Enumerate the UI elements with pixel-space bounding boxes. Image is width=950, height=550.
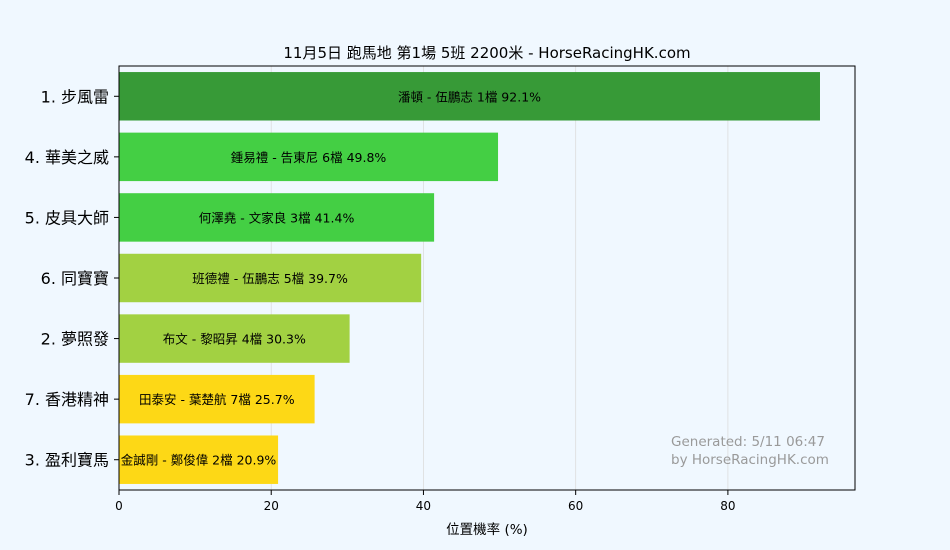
- bar: [119, 193, 435, 242]
- bar-data-label: 布文 - 黎昭昇 4檔 30.3%: [163, 332, 306, 347]
- y-tick-label: 7. 香港精神: [25, 390, 109, 409]
- bar-data-label: 潘頓 - 伍鵬志 1檔 92.1%: [398, 89, 541, 104]
- bar: [119, 435, 279, 484]
- bars: [119, 72, 820, 484]
- axis-ticks: 0 20 40 60 80: [114, 95, 736, 513]
- bar-data-label: 鍾易禮 - 告東尼 6檔 49.8%: [231, 150, 387, 165]
- bar: [119, 253, 422, 303]
- y-tick-label: 1. 步風雷: [41, 87, 109, 106]
- bar-data-label: 金誠剛 - 鄭俊偉 2檔 20.9%: [121, 453, 277, 468]
- y-tick-label: 5. 皮具大師: [25, 208, 109, 227]
- bar: [119, 72, 820, 121]
- chart-title: 11月5日 跑馬地 第1場 5班 2200米 - HorseRacingHK.c…: [283, 44, 690, 62]
- bar: [119, 132, 499, 182]
- bar-data-label: 田泰安 - 葉楚航 7檔 25.7%: [139, 392, 295, 407]
- y-tick-label: 2. 夢照發: [41, 330, 109, 349]
- y-tick-label: 4. 華美之威: [25, 148, 109, 167]
- bar: [119, 374, 315, 424]
- bar: [119, 314, 350, 363]
- watermark-line-1: Generated: 5/11 06:47: [671, 434, 825, 450]
- bar-data-label: 何澤堯 - 文家良 3檔 41.4%: [199, 210, 355, 225]
- watermark-line-2: by HorseRacingHK.com: [671, 452, 829, 468]
- x-tick-label: 80: [720, 499, 735, 513]
- y-tick-label: 3. 盈利寶馬: [25, 451, 109, 470]
- y-tick-label: 6. 同寶寶: [41, 269, 109, 288]
- x-axis-title: 位置機率 (%): [446, 521, 528, 538]
- bar-data-label: 班德禮 - 伍鵬志 5檔 39.7%: [192, 271, 348, 286]
- x-tick-label: 20: [264, 499, 279, 513]
- labels: 1. 步風雷 潘頓 - 伍鵬志 1檔 92.1% 4. 華美之威 鍾易禮 - 告東尼 …: [25, 87, 542, 469]
- x-tick-label: 40: [416, 499, 431, 513]
- x-tick-label: 60: [568, 499, 583, 513]
- x-tick-label: 0: [115, 499, 123, 513]
